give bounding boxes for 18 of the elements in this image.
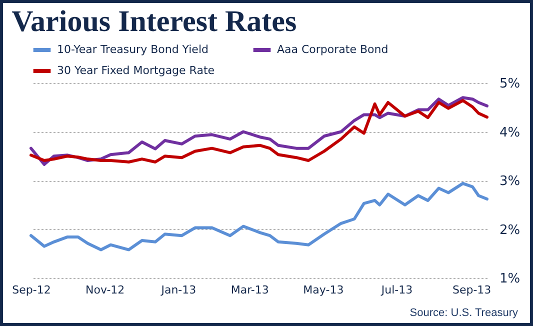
y-tick-label: 1%: [500, 272, 520, 286]
y-tick-label: 2%: [500, 222, 520, 238]
x-tick-label: Mar-13: [230, 284, 269, 296]
legend-label: 10-Year Treasury Bond Yield: [57, 43, 208, 56]
y-tick-label: 4%: [500, 125, 520, 140]
chart-title: Various Interest Rates: [12, 5, 297, 38]
x-tick-label: Sep-12: [12, 284, 51, 296]
y-tick-label: 3%: [500, 174, 520, 189]
x-tick-label: Jan-13: [160, 284, 196, 296]
source-note: Source: U.S. Treasury: [410, 307, 518, 319]
line-series: [30, 182, 488, 252]
x-tick-label: Sep-13: [452, 284, 492, 296]
y-tick-label: 5%: [500, 76, 520, 92]
x-tick-label: May-13: [303, 284, 344, 296]
legend-label: 30 Year Fixed Mortgage Rate: [57, 64, 215, 77]
x-tick-label: Nov-12: [86, 284, 125, 296]
legend-label: Aaa Corporate Bond: [277, 43, 388, 56]
x-tick-label: Jul-13: [380, 284, 413, 296]
